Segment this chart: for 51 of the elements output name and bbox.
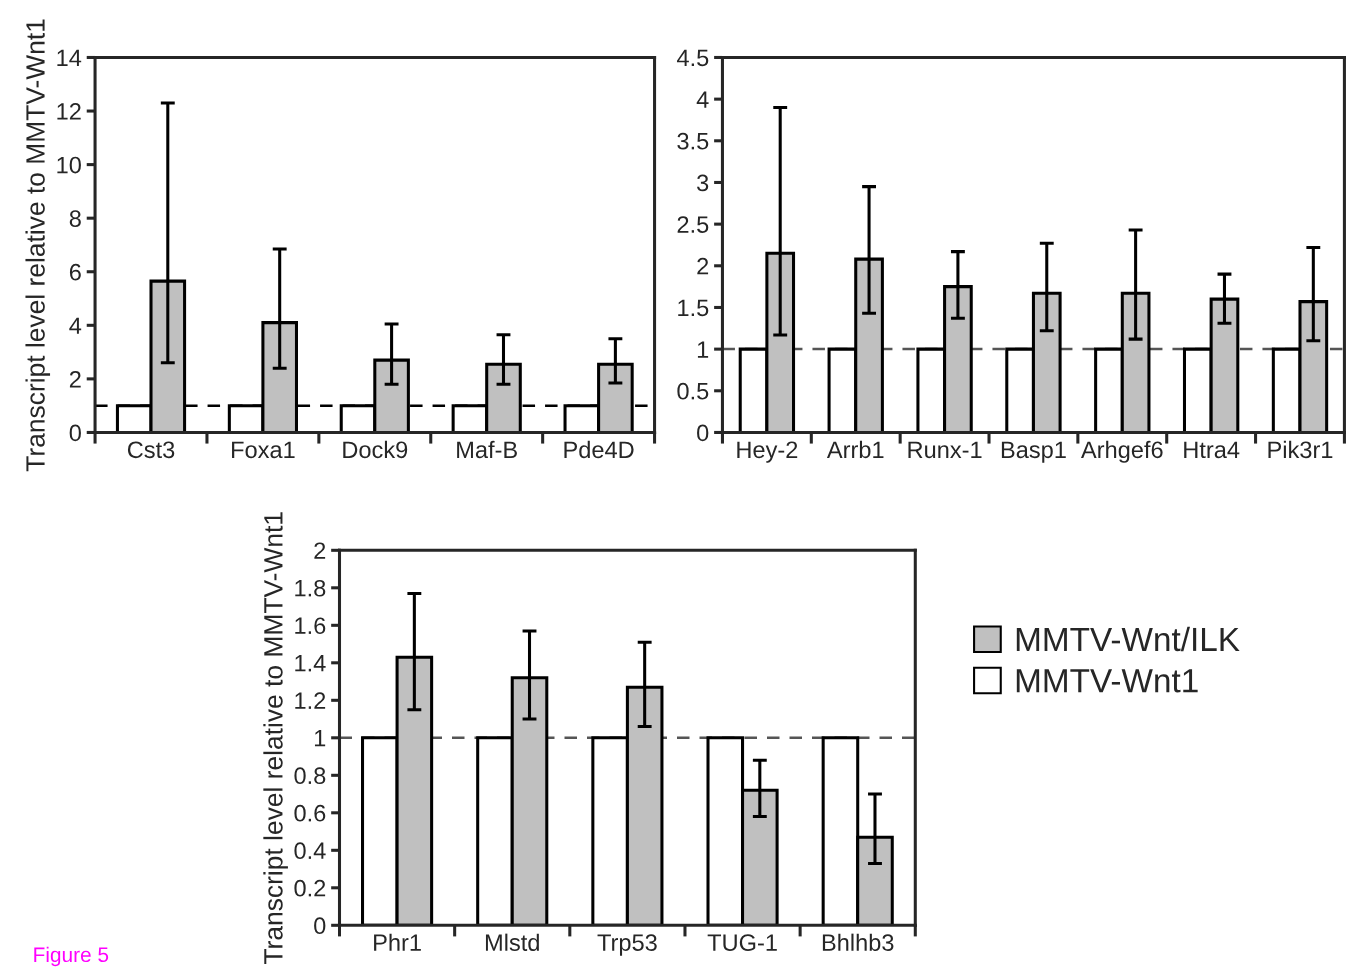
y-tick-label: 8 (69, 210, 81, 227)
x-tick-label: TUG-1 (707, 934, 777, 951)
y-tick-label: 1.2 (295, 692, 326, 709)
y-tick-label: 0 (697, 424, 709, 442)
legend-label: MMTV-Wnt/ILK (1016, 626, 1240, 652)
y-tick-label: 14 (57, 49, 82, 67)
x-tick-label: Runx-1 (908, 441, 982, 459)
y-tick-label: 2 (69, 370, 81, 388)
y-tick-label: 0.4 (294, 842, 326, 860)
y-tick-label: 4 (69, 317, 82, 334)
y-tick-label: 10 (57, 156, 81, 174)
y-tick-label: 2.5 (677, 216, 709, 233)
y-tick-label: 4 (696, 91, 709, 108)
legend-label: MMTV-Wnt1 (1016, 669, 1198, 693)
y-tick-label: 0 (314, 917, 326, 935)
x-tick-label: Arhgef6 (1080, 440, 1163, 463)
y-tick-label: 6 (69, 263, 81, 281)
x-tick-label: Cst3 (127, 441, 175, 459)
y-tick-label: 1.8 (295, 579, 326, 597)
y-tick-label: 0.5 (677, 382, 709, 400)
y-tick-label: 1 (697, 341, 709, 358)
y-tick-label: 2 (697, 257, 709, 275)
y-tick-label: 12 (57, 103, 81, 120)
x-tick-label: Arrb1 (826, 440, 884, 459)
x-tick-label: Pik3r1 (1268, 440, 1333, 459)
x-tick-label: Pde4D (564, 440, 634, 459)
y-tick-label: 1.5 (678, 299, 709, 317)
y-tick-label: 0.6 (294, 804, 326, 822)
y-tick-label: 0.2 (294, 879, 326, 897)
x-tick-label: Bhlhb3 (822, 933, 894, 951)
x-tick-label: Dock9 (343, 440, 408, 459)
y-tick-label: 0 (69, 424, 81, 442)
x-tick-label: Phr1 (374, 933, 421, 951)
caption: Figure 5 (34, 946, 109, 967)
y-axis-title: Transcript level relative to MMTV-Wnt1 (25, 19, 51, 472)
x-tick-label: Htra4 (1184, 441, 1240, 459)
y-tick-label: 1.4 (295, 655, 326, 672)
x-tick-label: Hey-2 (737, 441, 798, 463)
x-tick-label: Mlstd (485, 933, 539, 951)
x-tick-label: Maf-B (457, 440, 517, 459)
y-tick-label: 4.5 (676, 49, 709, 67)
x-tick-label: Foxa1 (232, 441, 295, 459)
y-tick-label: 1 (314, 730, 326, 747)
y-tick-label: 0.8 (294, 767, 326, 785)
y-tick-label: 2 (314, 542, 326, 559)
y-tick-label: 3 (697, 174, 709, 192)
x-tick-label: Basp1 (1001, 441, 1066, 463)
y-axis-title: Transcript level relative to MMTV-Wnt1 (263, 512, 288, 964)
y-tick-label: 3.5 (677, 132, 709, 150)
y-tick-label: 1.6 (295, 617, 326, 635)
x-tick-label: Trp53 (597, 934, 657, 956)
